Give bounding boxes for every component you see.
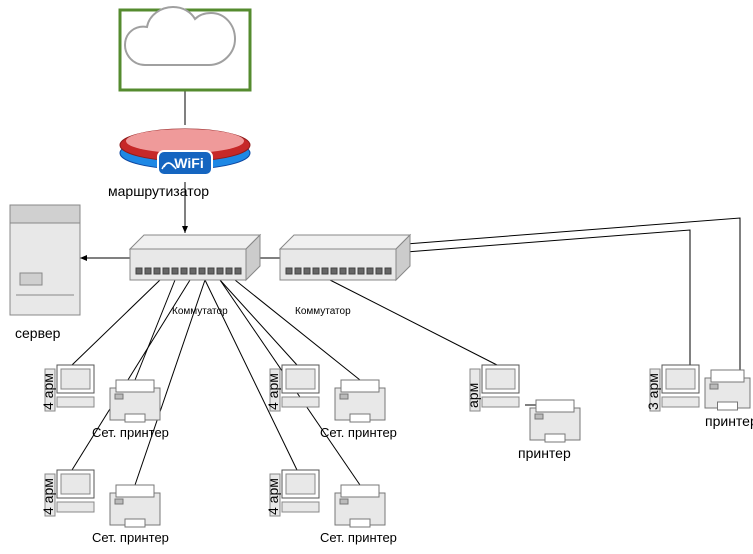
devices: WiFi [10,7,750,527]
router-label: маршрутизатор [108,183,209,199]
svg-text:WiFi: WiFi [174,155,203,171]
arm-label: арм [465,383,481,408]
arm-label: 4 арм [40,373,56,410]
arm-label: 3 арм [645,373,661,410]
arm-label: 4 арм [265,478,281,515]
arm-label: 4 арм [40,478,56,515]
net-printer-label: Сет. принтер [320,530,397,545]
net-printer-label: Сет. принтер [320,425,397,440]
printer-label: принтер [518,445,571,461]
net-printer-label: Сет. принтер [92,425,169,440]
net-printer-label: Сет. принтер [92,530,169,545]
arm-label: 4 арм [265,373,281,410]
printer-label: принтер [705,413,753,429]
switch1-label: Коммутатор [172,306,228,317]
server-label: сервер [15,325,60,341]
switch2-label: Коммутатор [295,306,351,317]
diagram-canvas: WiFi [0,0,753,554]
